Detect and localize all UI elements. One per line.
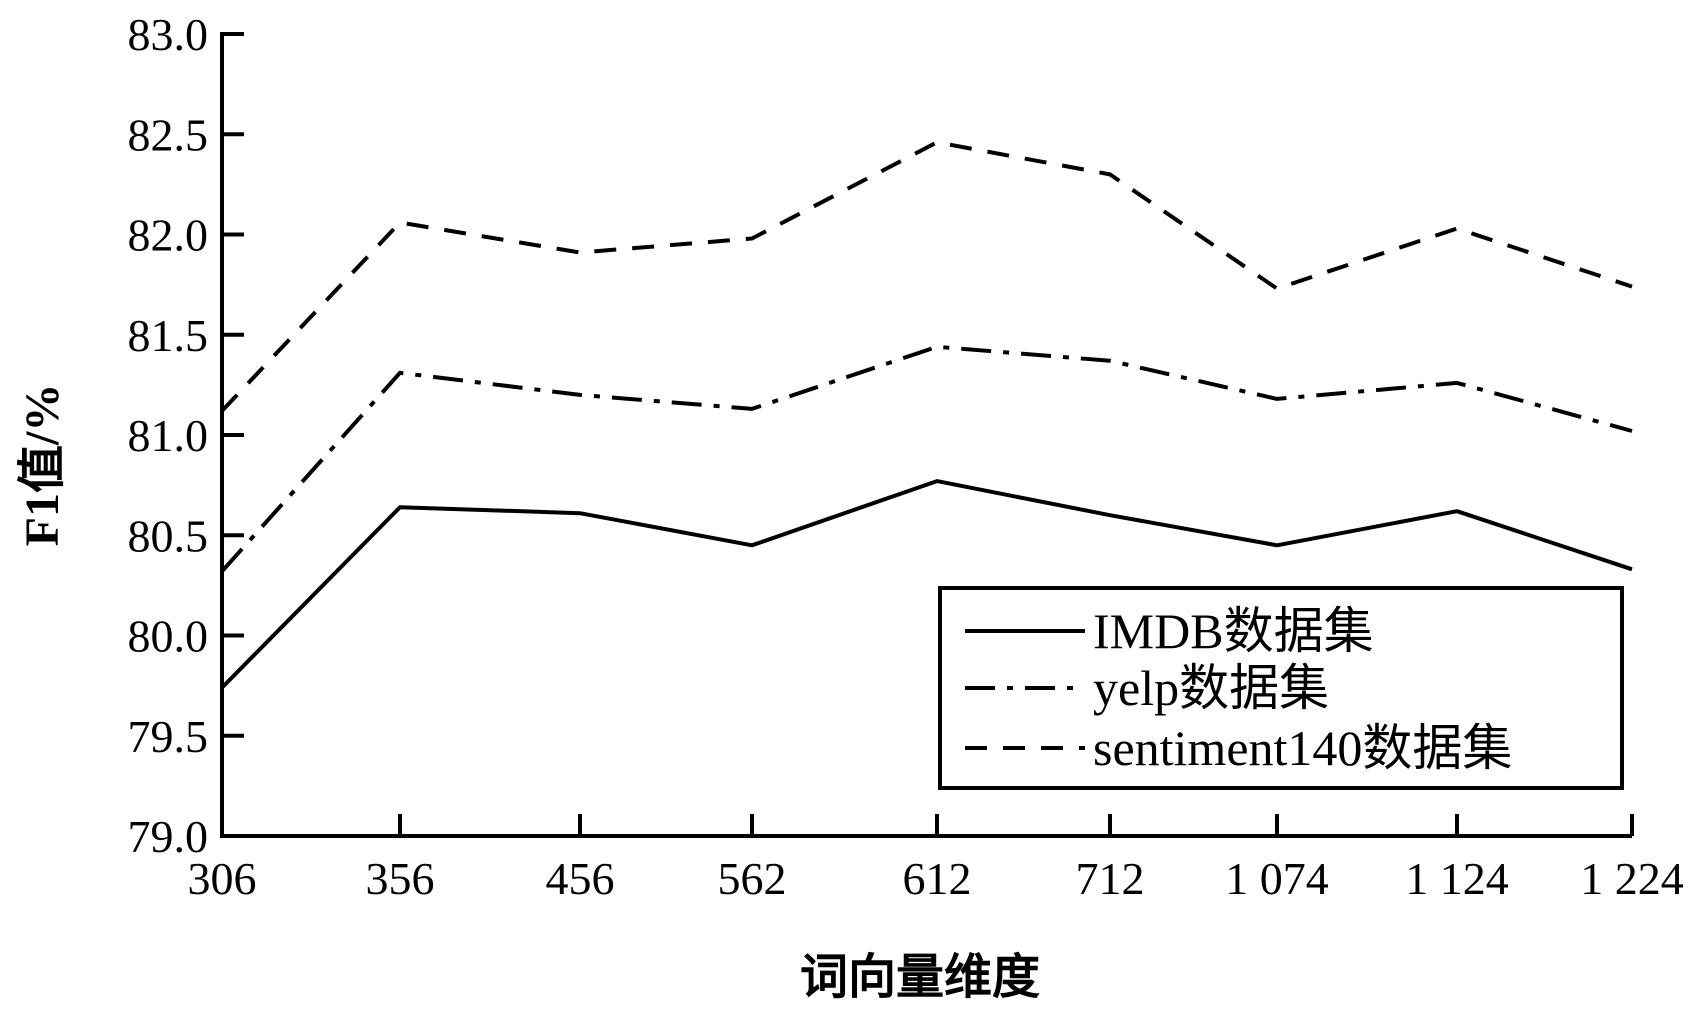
y-tick-label: 83.0 [128,9,209,60]
x-axis-ticks: 306 356 456 562 612 712 1 074 1 124 1 224 [188,814,1684,904]
series-layer [220,140,1633,690]
x-tick-label: 1 074 [1225,853,1329,904]
x-tick-label: 712 [1076,853,1145,904]
series-line-2 [220,140,1633,413]
y-tick-label: 81.0 [128,410,209,461]
y-tick-label: 82.5 [128,109,209,160]
x-tick-label: 306 [188,853,257,904]
x-tick-label: 456 [546,853,615,904]
y-axis-title: F1值/% [16,384,69,547]
x-tick-label: 1 124 [1405,853,1509,904]
x-tick-label: 356 [366,853,435,904]
y-axis-ticks: 79.0 79.5 80.0 80.5 81.0 81.5 82.0 82.5 83.0 [128,9,244,862]
x-axis-title: 词向量维度 [800,951,1040,1004]
legend-label-1: yelp数据集 [1093,660,1329,716]
y-tick-label: 79.0 [128,811,209,862]
y-tick-label: 80.5 [128,510,209,561]
y-tick-label: 79.5 [128,711,209,762]
y-tick-label: 80.0 [128,611,209,662]
x-tick-label: 612 [903,853,972,904]
x-tick-label: 562 [718,853,787,904]
x-tick-label: 1 224 [1580,853,1684,904]
series-line-1 [220,344,1633,573]
legend-label-0: IMDB数据集 [1093,603,1374,659]
legend-label-2: sentiment140数据集 [1093,720,1512,776]
y-tick-label: 82.0 [128,210,209,261]
y-tick-label: 81.5 [128,310,209,361]
